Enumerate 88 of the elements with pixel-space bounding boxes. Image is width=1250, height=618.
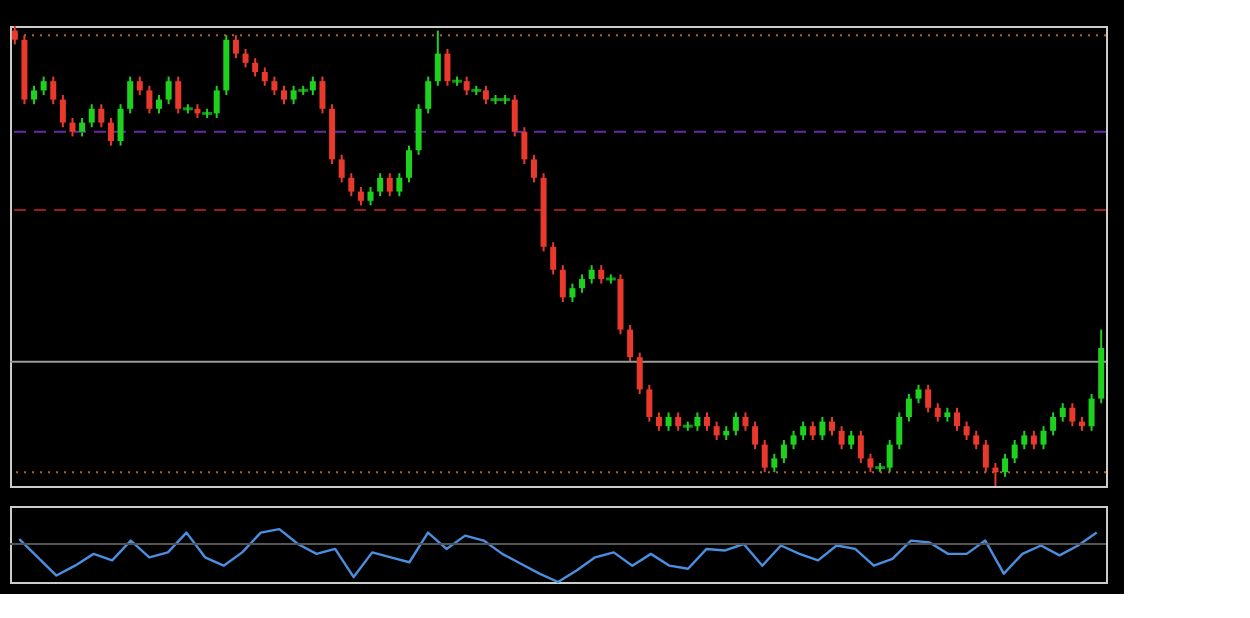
candlestick bbox=[107, 117, 114, 147]
candlestick bbox=[655, 411, 662, 432]
candlestick bbox=[732, 411, 739, 437]
candlestick bbox=[165, 75, 172, 106]
candlestick bbox=[521, 126, 528, 165]
candlestick bbox=[771, 452, 778, 474]
candlestick bbox=[905, 393, 912, 423]
candlestick bbox=[963, 420, 970, 441]
candlestick bbox=[1002, 452, 1009, 478]
candlestick bbox=[857, 429, 864, 464]
candlestick bbox=[559, 264, 566, 303]
candlestick bbox=[675, 411, 682, 432]
candlestick bbox=[809, 420, 816, 441]
candlestick bbox=[636, 351, 643, 395]
candlestick bbox=[530, 153, 537, 184]
candlestick bbox=[915, 383, 922, 405]
candlestick bbox=[175, 75, 182, 115]
candlestick bbox=[761, 439, 768, 474]
candlestick bbox=[1088, 393, 1095, 432]
candlestick bbox=[819, 416, 826, 441]
candlestick bbox=[252, 57, 259, 78]
candlestick bbox=[405, 144, 412, 184]
candlestick bbox=[146, 84, 153, 115]
candlestick bbox=[79, 117, 86, 138]
candlestick bbox=[425, 75, 432, 115]
candlestick bbox=[790, 429, 797, 451]
candlestick bbox=[982, 439, 989, 474]
candlestick bbox=[780, 439, 787, 464]
candlestick bbox=[953, 406, 960, 432]
candlestick bbox=[338, 153, 345, 184]
candlestick bbox=[88, 103, 95, 129]
candlestick bbox=[550, 241, 557, 276]
candlestick bbox=[1040, 425, 1047, 451]
candlestick bbox=[11, 25, 18, 46]
candlestick bbox=[117, 103, 124, 147]
candlestick bbox=[598, 264, 605, 285]
candlestick bbox=[800, 420, 807, 441]
candlestick bbox=[934, 402, 941, 423]
candlestick bbox=[896, 411, 903, 451]
candlestick bbox=[838, 425, 845, 451]
candlestick bbox=[1059, 402, 1066, 423]
candlestick bbox=[867, 452, 874, 474]
candlestick bbox=[704, 411, 711, 432]
candlestick bbox=[232, 34, 239, 60]
candlestick bbox=[463, 75, 470, 96]
candlestick bbox=[50, 75, 57, 106]
candlestick bbox=[156, 94, 163, 115]
candlestick bbox=[1021, 429, 1028, 451]
candlestick bbox=[127, 75, 134, 115]
candlestick bbox=[588, 264, 595, 285]
candlestick bbox=[319, 75, 326, 115]
candlestick bbox=[271, 75, 278, 96]
candlestick bbox=[752, 420, 759, 451]
candlestick bbox=[261, 66, 268, 87]
candlestick bbox=[925, 383, 932, 414]
candlestick bbox=[579, 273, 586, 294]
candlestick bbox=[415, 103, 422, 156]
candlestick bbox=[69, 117, 76, 138]
candlestick bbox=[31, 84, 38, 106]
candlestick bbox=[367, 186, 374, 207]
candlestick bbox=[627, 324, 634, 363]
candlestick bbox=[444, 48, 451, 87]
candlestick bbox=[973, 429, 980, 451]
candlestick bbox=[1069, 402, 1076, 428]
candlestick bbox=[377, 172, 384, 198]
candlestick bbox=[848, 429, 855, 451]
candlestick bbox=[281, 84, 287, 106]
candlestick bbox=[242, 48, 249, 69]
candlestick bbox=[1050, 411, 1057, 437]
candlestick bbox=[40, 75, 47, 96]
candlestick bbox=[434, 29, 441, 87]
candlestick bbox=[396, 172, 403, 198]
candlestick bbox=[829, 416, 835, 437]
candlestick bbox=[569, 282, 576, 303]
candlestick bbox=[59, 94, 66, 129]
candlestick bbox=[713, 420, 720, 441]
candlestick bbox=[511, 94, 518, 138]
candlestick bbox=[742, 411, 749, 432]
candlestick bbox=[665, 411, 672, 432]
candlestick bbox=[386, 172, 393, 198]
candlestick bbox=[1030, 429, 1037, 451]
candlestick bbox=[646, 383, 653, 423]
candlestick bbox=[1011, 439, 1018, 464]
candlestick bbox=[357, 186, 364, 207]
candlestick bbox=[482, 84, 489, 106]
candlestick bbox=[348, 172, 355, 198]
candlestick bbox=[136, 75, 143, 96]
candlestick bbox=[98, 103, 105, 129]
